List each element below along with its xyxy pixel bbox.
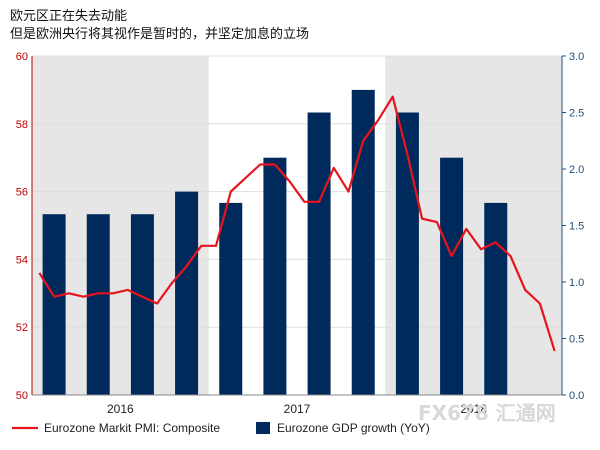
gdp-bar — [484, 202, 508, 395]
gdp-bars — [42, 89, 508, 396]
gdp-bar — [351, 89, 375, 396]
right-tick-label: 0.0 — [569, 390, 584, 402]
right-tick-label: 2.5 — [569, 108, 584, 120]
gdp-bar — [86, 214, 110, 395]
gdp-bar — [175, 191, 199, 395]
left-tick-label: 56 — [16, 187, 28, 199]
right-tick-label: 1.0 — [569, 277, 584, 289]
x-axis-labels: 2016 2017 2018 — [107, 402, 487, 416]
legend: Eurozone Markit PMI: Composite Eurozone … — [12, 421, 430, 435]
chart-subtitle: 但是欧洲央行将其视作是暂时的，并坚定加息的立场 — [10, 27, 310, 42]
left-axis-ticks: 50 52 54 56 58 60 — [16, 51, 28, 402]
gdp-bar — [263, 157, 287, 395]
legend-label-gdp: Eurozone GDP growth (YoY) — [277, 421, 430, 435]
right-axis-ticks: 0.0 0.5 1.0 1.5 2.0 2.5 3.0 — [562, 51, 584, 402]
pmi-line — [38, 95, 556, 352]
legend-bar-swatch — [256, 422, 270, 434]
gdp-bar — [219, 202, 243, 395]
watermark: FX678 汇通网 — [418, 401, 556, 425]
x-label-2018: 2018 — [460, 402, 487, 416]
gdp-bar — [42, 214, 66, 395]
shaded-periods — [32, 56, 562, 395]
chart-title-block: 欧元区正在失去动能 但是欧洲央行将其视作是暂时的，并坚定加息的立场 — [10, 8, 309, 44]
left-tick-label: 58 — [16, 119, 28, 131]
left-tick-label: 50 — [16, 390, 28, 402]
chart-title: 欧元区正在失去动能 — [10, 9, 128, 24]
left-tick-label: 60 — [16, 51, 28, 63]
right-tick-label: 2.0 — [569, 164, 584, 176]
left-tick-label: 54 — [16, 254, 28, 266]
left-tick-label: 52 — [16, 322, 28, 334]
gdp-bar — [130, 214, 154, 395]
gdp-bar — [440, 157, 464, 395]
right-tick-label: 1.5 — [569, 221, 584, 233]
x-label-2017: 2017 — [284, 402, 311, 416]
right-tick-label: 0.5 — [569, 334, 584, 346]
x-label-2016: 2016 — [107, 402, 134, 416]
legend-label-pmi: Eurozone Markit PMI: Composite — [44, 421, 220, 435]
right-tick-label: 3.0 — [569, 51, 584, 63]
gdp-bar — [307, 112, 331, 395]
